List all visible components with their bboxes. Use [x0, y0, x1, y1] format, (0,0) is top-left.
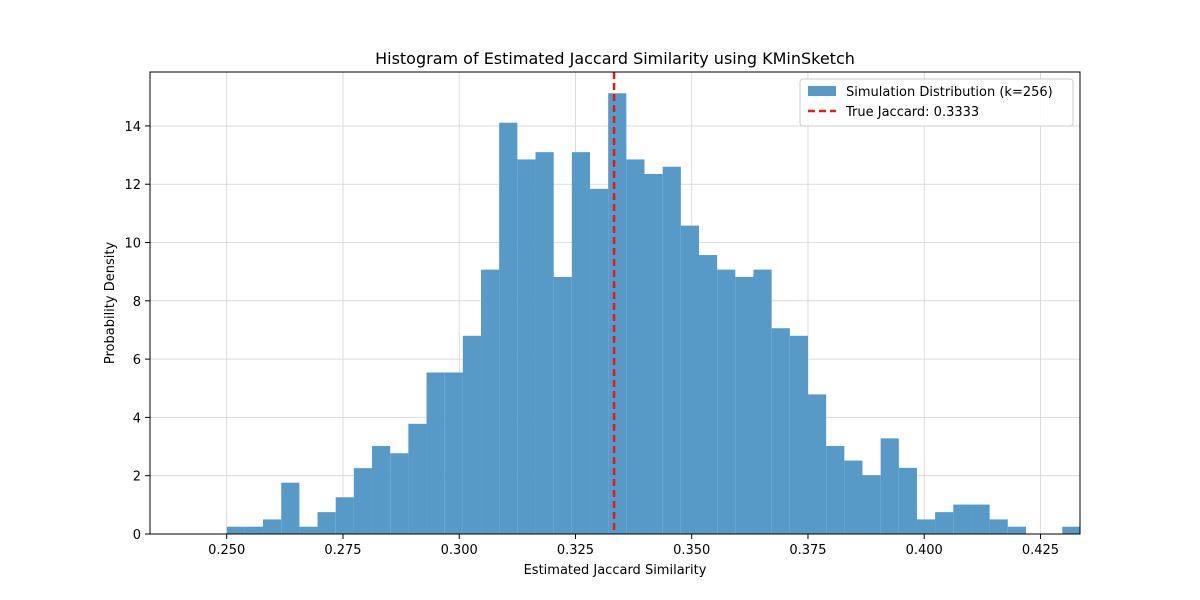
histogram-bar-2	[263, 519, 282, 534]
histogram-bar-16	[517, 159, 536, 534]
histogram-bar-27	[717, 269, 736, 534]
histogram-bar-19	[571, 152, 591, 535]
histogram-bar-36	[880, 438, 899, 534]
histogram-bar-29	[753, 269, 772, 534]
legend-bar-swatch	[808, 86, 836, 96]
x-tick-label-7: 0.425	[1022, 543, 1059, 558]
histogram-bar-32	[807, 394, 827, 534]
x-tick-label-6: 0.400	[906, 543, 943, 558]
y-tick-label-6: 12	[124, 178, 141, 193]
y-tick-label-0: 0	[133, 528, 141, 543]
histogram-bar-15	[499, 122, 518, 534]
x-tick-label-4: 0.350	[673, 543, 710, 558]
histogram-bar-31	[789, 335, 808, 534]
histogram-bar-24	[662, 166, 681, 534]
histogram-bar-12	[444, 372, 463, 534]
histogram-bar-20	[590, 188, 609, 535]
histogram-bar-37	[898, 467, 917, 534]
x-tick-label-5: 0.375	[789, 543, 826, 558]
y-axis-ticks: 0 2 4 6 8 10 12 14	[124, 120, 150, 543]
y-axis-label: Probability Density	[103, 242, 118, 365]
histogram-bar-14	[481, 269, 500, 534]
histogram-bar-38	[916, 519, 936, 534]
histogram-bar-46	[1062, 526, 1080, 534]
histogram-bar-1	[244, 526, 264, 534]
histogram-bar-26	[698, 255, 718, 535]
histogram-bar-11	[426, 372, 445, 534]
histogram-bar-13	[462, 335, 482, 534]
histogram-bar-4	[299, 526, 318, 534]
histogram-bar-30	[771, 328, 790, 534]
x-tick-label-2: 0.300	[441, 543, 478, 558]
legend-label-true-jaccard: True Jaccard: 0.3333	[845, 105, 979, 120]
histogram-bar-25	[680, 225, 700, 534]
histogram-bar-3	[281, 482, 300, 534]
histogram-bar-17	[535, 152, 554, 535]
y-tick-label-3: 6	[133, 353, 141, 368]
y-tick-label-1: 2	[133, 470, 141, 485]
y-tick-label-7: 14	[124, 120, 141, 135]
histogram-bars	[226, 93, 1080, 535]
x-tick-label-3: 0.325	[557, 543, 594, 558]
histogram-bar-18	[553, 276, 572, 534]
x-axis-ticks: 0.250 0.275 0.300 0.325 0.350 0.375 0.400 0.425	[208, 534, 1059, 558]
histogram-bar-40	[953, 504, 972, 534]
histogram-bar-10	[408, 423, 427, 534]
histogram-bar-35	[862, 475, 881, 534]
histogram-bar-8	[372, 445, 391, 534]
histogram-bar-9	[390, 453, 409, 534]
histogram-bar-42	[989, 519, 1008, 534]
x-tick-label-1: 0.275	[324, 543, 361, 558]
legend: Simulation Distribution (k=256) True Jac…	[799, 78, 1074, 127]
histogram-bar-28	[735, 276, 754, 534]
histogram-bar-43	[1007, 526, 1026, 534]
chart-title: Histogram of Estimated Jaccard Similarit…	[375, 49, 855, 68]
histogram-bar-33	[826, 445, 845, 534]
histogram-bar-0	[226, 526, 245, 534]
histogram-bar-6	[335, 497, 354, 534]
histogram-bar-39	[935, 512, 954, 534]
y-tick-label-4: 8	[133, 295, 141, 310]
plot-frame	[149, 71, 1081, 535]
histogram-bar-34	[844, 460, 863, 534]
y-tick-label-2: 4	[133, 411, 141, 426]
histogram-bar-21	[608, 93, 627, 535]
histogram-bar-5	[317, 512, 336, 534]
histogram-bar-23	[644, 174, 663, 534]
x-tick-label-0: 0.250	[208, 543, 245, 558]
histogram-bar-22	[626, 159, 645, 534]
legend-label-distribution: Simulation Distribution (k=256)	[846, 85, 1053, 100]
legend-box	[799, 78, 1074, 127]
y-tick-label-5: 10	[124, 237, 141, 252]
x-axis-label: Estimated Jaccard Similarity	[524, 563, 707, 578]
histogram-bar-41	[971, 504, 990, 534]
histogram-bar-7	[353, 468, 373, 534]
